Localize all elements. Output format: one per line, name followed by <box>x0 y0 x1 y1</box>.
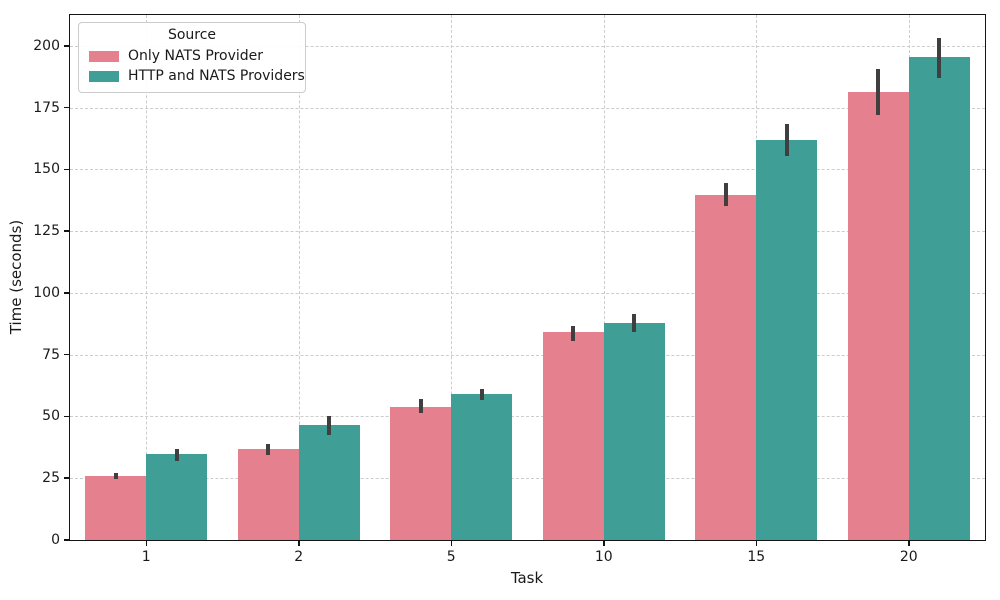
x-tick-label: 1 <box>141 549 151 565</box>
y-tick-label: 50 <box>42 408 60 425</box>
error-bar <box>876 69 881 116</box>
x-tick-mark <box>450 541 452 546</box>
x-tick-label: 20 <box>899 549 918 565</box>
x-axis-label: Task <box>510 569 544 587</box>
y-gridline <box>70 416 985 418</box>
legend-label-only-nats: Only NATS Provider <box>128 48 264 64</box>
bar-only-nats-provider <box>542 332 604 540</box>
legend-swatch-only-nats-icon <box>89 50 119 62</box>
y-tick-label: 200 <box>33 37 60 54</box>
y-gridline <box>70 354 985 356</box>
y-tick-label: 0 <box>51 532 60 548</box>
legend-item-only-nats: Only NATS Provider <box>79 46 305 66</box>
x-tick-mark <box>603 541 605 546</box>
y-tick-mark <box>64 353 69 356</box>
error-bar <box>327 416 332 435</box>
bar-only-nats-provider <box>695 195 757 540</box>
y-tick-mark <box>64 415 69 418</box>
legend-item-http-nats: HTTP and NATS Providers <box>79 66 305 86</box>
y-tick-label: 75 <box>42 346 60 363</box>
error-bar <box>174 448 179 461</box>
y-tick-label: 150 <box>33 161 60 178</box>
y-gridline <box>70 45 985 47</box>
y-tick-mark <box>64 539 69 541</box>
y-gridline <box>70 292 985 294</box>
x-tick-label: 10 <box>594 549 613 565</box>
x-gridline <box>298 15 300 540</box>
x-gridline <box>451 15 453 540</box>
bar-http-and-nats-providers <box>603 322 665 540</box>
bar-only-nats-provider <box>237 448 299 540</box>
error-bar <box>266 443 271 455</box>
y-tick-label: 125 <box>33 223 60 240</box>
bar-http-and-nats-providers <box>451 394 513 540</box>
y-gridline <box>70 169 985 171</box>
x-gridline <box>603 15 605 540</box>
bar-only-nats-provider <box>847 91 909 540</box>
x-tick-mark <box>755 541 757 546</box>
bar-only-nats-provider <box>390 406 452 540</box>
legend-swatch-http-nats-icon <box>89 70 119 82</box>
bar-http-and-nats-providers <box>908 57 970 540</box>
y-tick-label: 25 <box>42 470 60 487</box>
bar-http-and-nats-providers <box>146 453 208 540</box>
plot-area <box>70 15 985 540</box>
y-gridline <box>70 478 985 480</box>
bar-only-nats-provider <box>85 475 147 540</box>
x-tick-mark <box>298 541 300 546</box>
x-tick-mark <box>145 541 147 546</box>
error-bar <box>418 399 423 413</box>
bar-http-and-nats-providers <box>756 139 818 540</box>
y-gridline <box>70 231 985 233</box>
x-gridline <box>146 15 148 540</box>
y-tick-mark <box>64 477 69 479</box>
legend-label-http-nats: HTTP and NATS Providers <box>128 68 305 84</box>
error-bar <box>479 389 484 401</box>
error-bar <box>113 473 118 480</box>
y-tick-mark <box>64 45 69 47</box>
x-tick-label: 5 <box>446 549 456 565</box>
error-bar <box>784 123 789 156</box>
error-bar <box>723 183 728 207</box>
y-tick-mark <box>64 106 69 109</box>
legend-title: Source <box>167 27 217 43</box>
error-bar <box>937 38 942 78</box>
y-tick-mark <box>64 168 69 171</box>
legend: Source Only NATS Provider HTTP and NATS … <box>78 22 306 93</box>
y-gridline <box>70 107 985 109</box>
y-tick-mark <box>64 230 69 232</box>
x-tick-label: 15 <box>747 549 766 565</box>
error-bar <box>632 313 637 333</box>
x-tick-mark <box>908 541 910 546</box>
y-tick-label: 100 <box>33 284 60 301</box>
x-tick-label: 2 <box>294 549 304 565</box>
error-bar <box>571 326 576 342</box>
y-tick-label: 175 <box>33 99 60 116</box>
bar-http-and-nats-providers <box>298 425 360 540</box>
y-tick-mark <box>64 292 69 294</box>
